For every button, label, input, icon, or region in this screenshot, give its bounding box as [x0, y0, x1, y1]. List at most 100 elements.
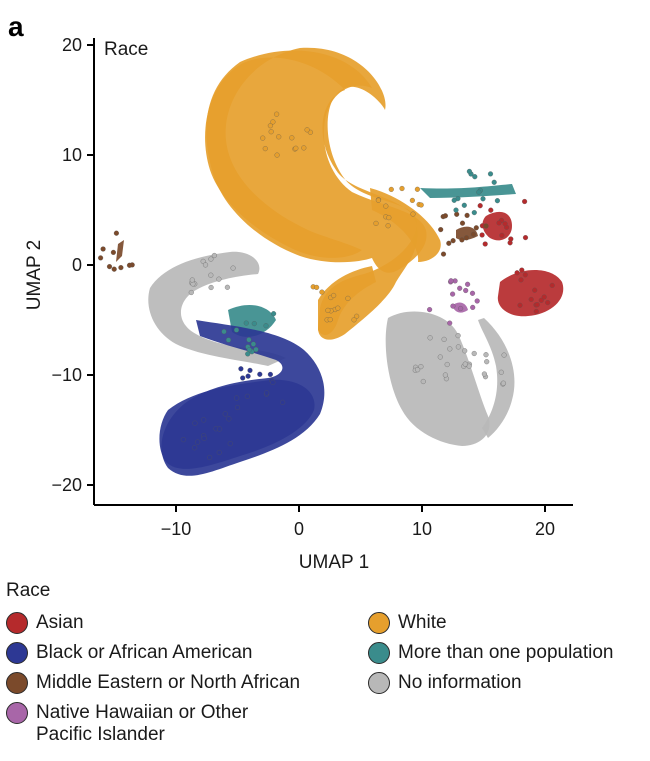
scatter-point [465, 281, 471, 287]
scatter-point [331, 292, 337, 299]
scatter-point [221, 329, 227, 335]
scatter-point [470, 304, 476, 310]
legend-label-white: White [398, 612, 447, 633]
scatter-point [447, 346, 453, 352]
scatter-point [208, 284, 214, 291]
scatter-point [98, 255, 104, 261]
scatter-point [488, 207, 494, 213]
noinfo-cluster-right [385, 311, 490, 446]
scatter-point [268, 129, 274, 135]
y-tick-label: 20 [62, 35, 82, 55]
scatter-point [351, 317, 357, 323]
scatter-point [466, 168, 472, 174]
legend-item-mena: Middle Eastern or North African [6, 672, 300, 694]
scatter-point [455, 333, 461, 339]
legend-item-nhopi: Native Hawaiian or Other Pacific Islande… [6, 702, 296, 746]
scatter-point [106, 264, 113, 270]
scatter-point [227, 441, 233, 447]
scatter-point [276, 134, 282, 140]
scatter-point [189, 277, 195, 283]
scatter-point [469, 290, 476, 296]
scatter-point [499, 232, 505, 238]
x-tick-label: 0 [294, 519, 304, 539]
scatter-point [251, 321, 257, 327]
noinfo-cluster-left [148, 251, 286, 366]
scatter-point [463, 235, 470, 241]
multi-cluster-streak [420, 184, 516, 198]
scatter-point [240, 375, 246, 381]
legend-swatch-multi [368, 642, 390, 664]
scatter-point [192, 420, 198, 426]
scatter-point [301, 145, 307, 151]
legend-swatch-noinfo [368, 672, 390, 694]
scatter-point [463, 287, 469, 294]
scatter-point [207, 454, 213, 461]
scatter-point [498, 369, 504, 375]
scatter-point [462, 348, 468, 354]
scatter-point [243, 320, 249, 326]
scatter-point [532, 287, 538, 293]
scatter-point [483, 352, 489, 358]
legend-item-asian: Asian [6, 612, 84, 634]
scatter-point [325, 307, 331, 313]
scatter-point [450, 303, 456, 309]
asian-cluster-lower [497, 270, 564, 317]
scatter-point [470, 231, 476, 237]
scatter-point [260, 135, 266, 141]
scatter-point [263, 323, 269, 329]
scatter-point [216, 276, 222, 282]
scatter-point [418, 202, 424, 208]
scatter-point [518, 277, 524, 283]
scatter-point [466, 363, 472, 369]
scatter-point [270, 119, 276, 125]
scatter-point [180, 437, 186, 443]
scatter-point [528, 296, 534, 302]
scatter-point [473, 225, 479, 231]
axes [93, 38, 573, 506]
scatter-point [375, 197, 381, 203]
asian-cluster-upper [482, 211, 512, 241]
scatter-point [461, 202, 467, 208]
legend-label-noinfo: No information [398, 672, 522, 693]
scatter-point [230, 265, 236, 271]
x-tick-label: −10 [161, 519, 192, 539]
scatter-point [451, 197, 457, 203]
scatter-point [440, 251, 447, 257]
scatter-point [267, 371, 273, 377]
scatter-point [533, 308, 539, 314]
scatter-point [522, 235, 529, 241]
scatter-point [479, 232, 485, 238]
scatter-point [450, 291, 456, 297]
scatter-point [267, 123, 273, 129]
scatter-point [517, 302, 523, 308]
scatter-point [238, 366, 244, 372]
scatter-point [484, 359, 490, 365]
scatter-point [245, 351, 251, 357]
scatter-point [441, 336, 447, 342]
scatter-point [274, 152, 280, 158]
legend-item-white: White [368, 612, 447, 634]
scatter-point [289, 135, 295, 141]
legend: Race Asian Black or African American Mid… [0, 580, 650, 761]
scatter-point [110, 249, 116, 255]
scatter-point [201, 435, 207, 441]
scatter-point [257, 371, 263, 377]
scatter-point [202, 262, 209, 268]
scatter-point [262, 146, 268, 152]
scatter-point [113, 230, 119, 236]
y-tick-label: 0 [72, 255, 82, 275]
legend-swatch-nhopi [6, 702, 28, 724]
scatter-point [270, 379, 276, 385]
scatter-point [245, 373, 251, 379]
scatter-point [519, 267, 525, 273]
scatter-point [496, 220, 502, 226]
scatter-point [246, 337, 252, 343]
scatter-point [427, 335, 433, 341]
scatter-point [354, 313, 360, 319]
scatter-point [459, 220, 466, 226]
scatter-point [477, 203, 483, 209]
scatter-point [409, 197, 415, 203]
scatter-point [464, 212, 470, 218]
scatter-point [234, 395, 240, 401]
scatter-point [233, 327, 240, 333]
